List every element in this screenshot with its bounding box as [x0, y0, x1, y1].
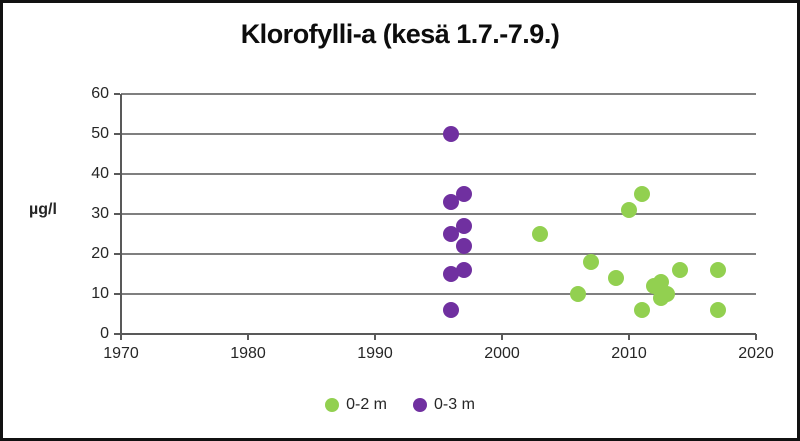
y-tick-label: 10	[91, 285, 109, 302]
data-point	[633, 302, 650, 318]
data-point	[582, 254, 599, 270]
x-tick-label: 1980	[230, 345, 266, 362]
x-tick-label: 2020	[738, 345, 774, 362]
x-tick-label: 2000	[484, 345, 520, 362]
data-point	[443, 302, 460, 318]
data-point	[659, 286, 676, 302]
data-point	[443, 194, 460, 210]
data-point	[709, 302, 726, 318]
y-tick-mark	[114, 133, 120, 135]
legend-item: 0-3 m	[413, 396, 475, 414]
y-tick-mark	[114, 213, 120, 215]
y-tick-label: 40	[91, 165, 109, 182]
data-point	[671, 262, 688, 278]
x-tick-mark	[628, 334, 630, 340]
gridline	[121, 133, 756, 135]
y-tick-mark	[114, 253, 120, 255]
y-axis-label: µg/l	[29, 201, 57, 218]
y-tick-mark	[114, 93, 120, 95]
legend: 0-2 m 0-3 m	[3, 396, 797, 414]
y-tick-mark	[114, 173, 120, 175]
x-axis-line	[120, 333, 756, 335]
data-point	[443, 126, 460, 142]
data-point	[709, 262, 726, 278]
gridline	[121, 253, 756, 255]
y-tick-label: 20	[91, 245, 109, 262]
data-point	[443, 226, 460, 242]
legend-label: 0-3 m	[434, 396, 475, 413]
data-point	[455, 262, 472, 278]
gridline	[121, 293, 756, 295]
legend-item: 0-2 m	[325, 396, 387, 414]
data-point	[455, 218, 472, 234]
data-point	[608, 270, 625, 286]
legend-marker-icon	[325, 398, 340, 412]
data-point	[455, 238, 472, 254]
y-tick-label: 60	[91, 85, 109, 102]
data-point	[621, 202, 637, 218]
x-tick-mark	[374, 334, 376, 340]
x-tick-mark	[755, 334, 757, 340]
legend-label: 0-2 m	[346, 396, 387, 413]
legend-marker-icon	[413, 398, 427, 412]
y-tick-mark	[114, 333, 120, 335]
y-tick-mark	[114, 293, 120, 295]
plot-area: 0 10 20 30 40 50 60 1970 1980 1990 2000 2010 2020	[3, 3, 797, 438]
data-point	[443, 266, 460, 282]
x-tick-mark	[501, 334, 503, 340]
gridline	[121, 173, 756, 175]
x-tick-mark	[247, 334, 249, 340]
data-point	[532, 226, 549, 242]
data-point	[570, 286, 587, 302]
gridline	[121, 213, 756, 215]
x-tick-label: 2010	[611, 345, 647, 362]
y-tick-label: 0	[100, 325, 109, 342]
x-tick-mark	[120, 334, 122, 340]
data-point	[455, 186, 472, 202]
x-tick-label: 1990	[357, 345, 393, 362]
data-point	[633, 186, 650, 202]
x-tick-label: 1970	[103, 345, 139, 362]
y-axis-line	[120, 94, 122, 340]
chart-title: Klorofylli-a (kesä 1.7.-7.9.)	[240, 19, 560, 49]
gridline	[121, 93, 756, 95]
y-tick-label: 30	[91, 205, 109, 222]
y-tick-label: 50	[91, 125, 109, 142]
